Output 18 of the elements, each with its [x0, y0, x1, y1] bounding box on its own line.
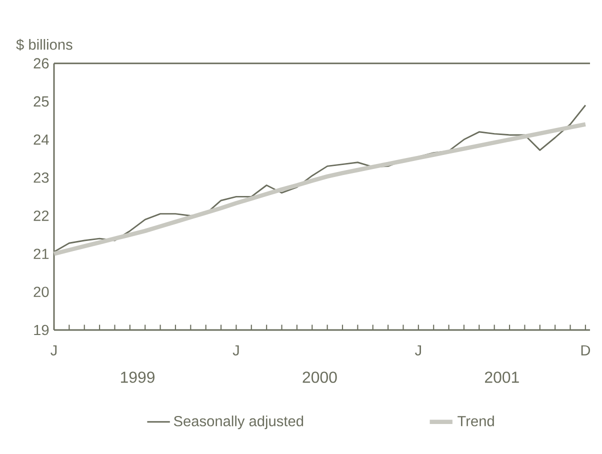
y-tick-label: 23: [34, 172, 49, 183]
text: 1999: [120, 372, 154, 383]
y-tick-label: 19: [34, 324, 49, 336]
x-tick-label: D: [581, 345, 590, 356]
y-tick-label: 22: [34, 210, 49, 221]
text: 2001: [485, 372, 519, 383]
text: 2000: [302, 372, 337, 383]
legend-label: Seasonally adjusted: [174, 416, 304, 430]
y-axis-title: $ billions: [16, 38, 72, 51]
legend-label: Trend: [458, 416, 494, 426]
y-tick-label: 20: [34, 286, 49, 298]
y-tick-label: 21: [34, 248, 49, 259]
y-tick-label: 24: [34, 134, 49, 145]
x-tick-label: J: [50, 345, 57, 356]
x-tick-label: J: [415, 345, 421, 356]
y-tick-label: 25: [34, 96, 49, 107]
x-tick-label: J: [232, 345, 239, 356]
y-tick-label: 26: [34, 58, 49, 69]
